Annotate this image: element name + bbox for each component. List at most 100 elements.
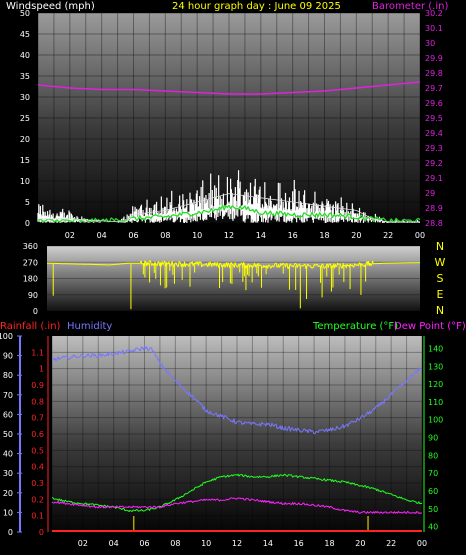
humidity-y-tick-label: 60 — [3, 410, 13, 419]
wind-y-tick-label: 30 — [20, 93, 30, 102]
humidity-y-tick-label: 30 — [3, 469, 13, 478]
barometer-y-axis: 28.8 28.9 29 29.1 29.2 29.3 29.4 29.5 29.6 29.7 29… — [425, 9, 443, 228]
wind-x-tick-label: 14 — [256, 231, 266, 240]
temp-x-tick-label: 20 — [355, 539, 365, 548]
temp-x-tick-label: 08 — [170, 539, 180, 548]
wind-x-tick-label: 02 — [65, 231, 75, 240]
temp-y-tick-label: 130 — [428, 362, 443, 371]
temperature-label: Temperature (°F) — [312, 321, 398, 332]
wind-x-tick-label: 16 — [288, 231, 298, 240]
direction-y-tick-label: 90 — [28, 291, 38, 300]
wind-y-tick-label: 45 — [20, 30, 30, 39]
barometer-y-tick-label: 29.7 — [425, 84, 443, 93]
compass-letter: N — [436, 240, 444, 253]
dewpoint-label: Dew Point (°F) — [394, 321, 466, 332]
temp-y-tick-label: 50 — [428, 505, 438, 514]
humidity-y-axis: 0 10 20 30 40 50 60 70 80 90 100 — [0, 332, 22, 537]
chart-title: 24 hour graph day : June 09 2025 — [172, 1, 341, 12]
wind-x-tick-label: 10 — [192, 231, 202, 240]
wind-x-tick-label: 12 — [224, 231, 234, 240]
direction-y-tick-label: 360 — [23, 242, 38, 251]
temp-y-tick-label: 100 — [428, 416, 443, 425]
wind-x-tick-label: 20 — [351, 231, 361, 240]
barometer-y-tick-label: 29.3 — [425, 144, 443, 153]
rain-y-axis: 0 0.1 0.2 0.3 0.4 0.5 0.6 0.7 0.8 0.9 1 1.1 — [31, 336, 49, 537]
temp-series — [51, 346, 423, 532]
direction-y-axis: 0 90 180 270 360 — [23, 242, 38, 316]
humidity-y-tick-label: 50 — [3, 430, 13, 439]
direction-gridlines — [47, 245, 420, 312]
wind-y-tick-label: 25 — [20, 114, 30, 123]
temp-y-tick-label: 110 — [428, 398, 443, 407]
temp-y-tick-label: 140 — [428, 344, 443, 353]
rain-y-tick-label: 0 — [39, 528, 44, 537]
barometer-y-tick-label: 29 — [425, 189, 435, 198]
wind-y-tick-label: 20 — [20, 135, 30, 144]
wind-x-tick-label: 00 — [415, 231, 425, 240]
barometer-label: Barometer (.in) — [372, 1, 448, 12]
temp-y-tick-label: 90 — [428, 434, 438, 443]
rain-y-tick-label: 0.1 — [31, 512, 44, 521]
humidity-y-tick-label: 80 — [3, 371, 13, 380]
barometer-y-tick-label: 28.8 — [425, 219, 443, 228]
barometer-y-tick-label: 29.9 — [425, 54, 443, 63]
wind-low-line — [37, 204, 421, 223]
humidity-y-tick-label: 100 — [0, 332, 13, 341]
rain-y-tick-label: 0.4 — [31, 463, 44, 472]
wind-x-tick-label: 06 — [128, 231, 138, 240]
temp-y-axis: 40 50 60 70 80 90 100 110 120 130 140 — [423, 336, 443, 532]
humidity-y-tick-label: 20 — [3, 489, 13, 498]
compass-letter: E — [437, 288, 444, 301]
wind-x-tick-label: 22 — [383, 231, 393, 240]
wind-plot-bg — [38, 13, 420, 223]
wind-series — [37, 81, 421, 223]
direction-line — [47, 260, 420, 270]
direction-series — [47, 260, 420, 310]
temp-x-axis: 02 04 06 08 10 12 14 16 18 20 22 00 — [78, 539, 427, 548]
wind-y-tick-label: 50 — [20, 9, 30, 18]
wind-avg-line — [38, 193, 420, 223]
temp-x-tick-label: 04 — [109, 539, 119, 548]
direction-y-tick-label: 180 — [23, 275, 38, 284]
rain-y-tick-label: 0.5 — [31, 446, 44, 455]
rain-y-tick-label: 0.9 — [31, 381, 44, 390]
barometer-line — [37, 81, 421, 95]
temp-x-tick-label: 18 — [324, 539, 334, 548]
humidity-label: Humidity — [67, 321, 112, 332]
temp-y-tick-label: 80 — [428, 451, 438, 460]
direction-y-tick-label: 0 — [33, 307, 38, 316]
temp-x-tick-label: 22 — [386, 539, 396, 548]
humidity-line — [51, 346, 423, 435]
temp-x-tick-label: 00 — [417, 539, 427, 548]
barometer-y-tick-label: 29.6 — [425, 99, 443, 108]
wind-y-tick-label: 35 — [20, 72, 30, 81]
wind-y-tick-label: 40 — [20, 51, 30, 60]
rain-y-tick-label: 0.2 — [31, 495, 44, 504]
temp-x-tick-label: 02 — [78, 539, 88, 548]
barometer-y-tick-label: 28.9 — [425, 204, 443, 213]
rain-y-tick-label: 1.1 — [31, 348, 44, 357]
temp-x-tick-label: 12 — [232, 539, 242, 548]
wind-y-tick-label: 15 — [20, 156, 30, 165]
temp-x-tick-label: 10 — [201, 539, 211, 548]
temp-y-tick-label: 70 — [428, 469, 438, 478]
barometer-y-tick-label: 30 — [425, 39, 435, 48]
wind-y-tick-label: 10 — [20, 177, 30, 186]
rainfall-label: Rainfall (.in) — [0, 321, 61, 332]
barometer-y-tick-label: 30.1 — [425, 24, 443, 33]
barometer-y-tick-label: 29.2 — [425, 159, 443, 168]
humidity-y-tick-label: 90 — [3, 352, 13, 361]
barometer-y-tick-label: 29.8 — [425, 69, 443, 78]
barometer-y-tick-label: 29.4 — [425, 129, 443, 138]
wind-x-tick-label: 18 — [319, 231, 329, 240]
wind-y-axis: 0 5 10 15 20 25 30 35 40 45 50 — [20, 9, 30, 228]
humidity-y-tick-label: 70 — [3, 391, 13, 400]
windspeed-label: Windspeed (mph) — [6, 1, 95, 12]
wind-x-axis: 02 04 06 08 10 12 14 16 18 20 22 00 — [65, 231, 425, 240]
temp-x-tick-label: 06 — [139, 539, 149, 548]
wind-y-tick-label: 0 — [25, 219, 30, 228]
